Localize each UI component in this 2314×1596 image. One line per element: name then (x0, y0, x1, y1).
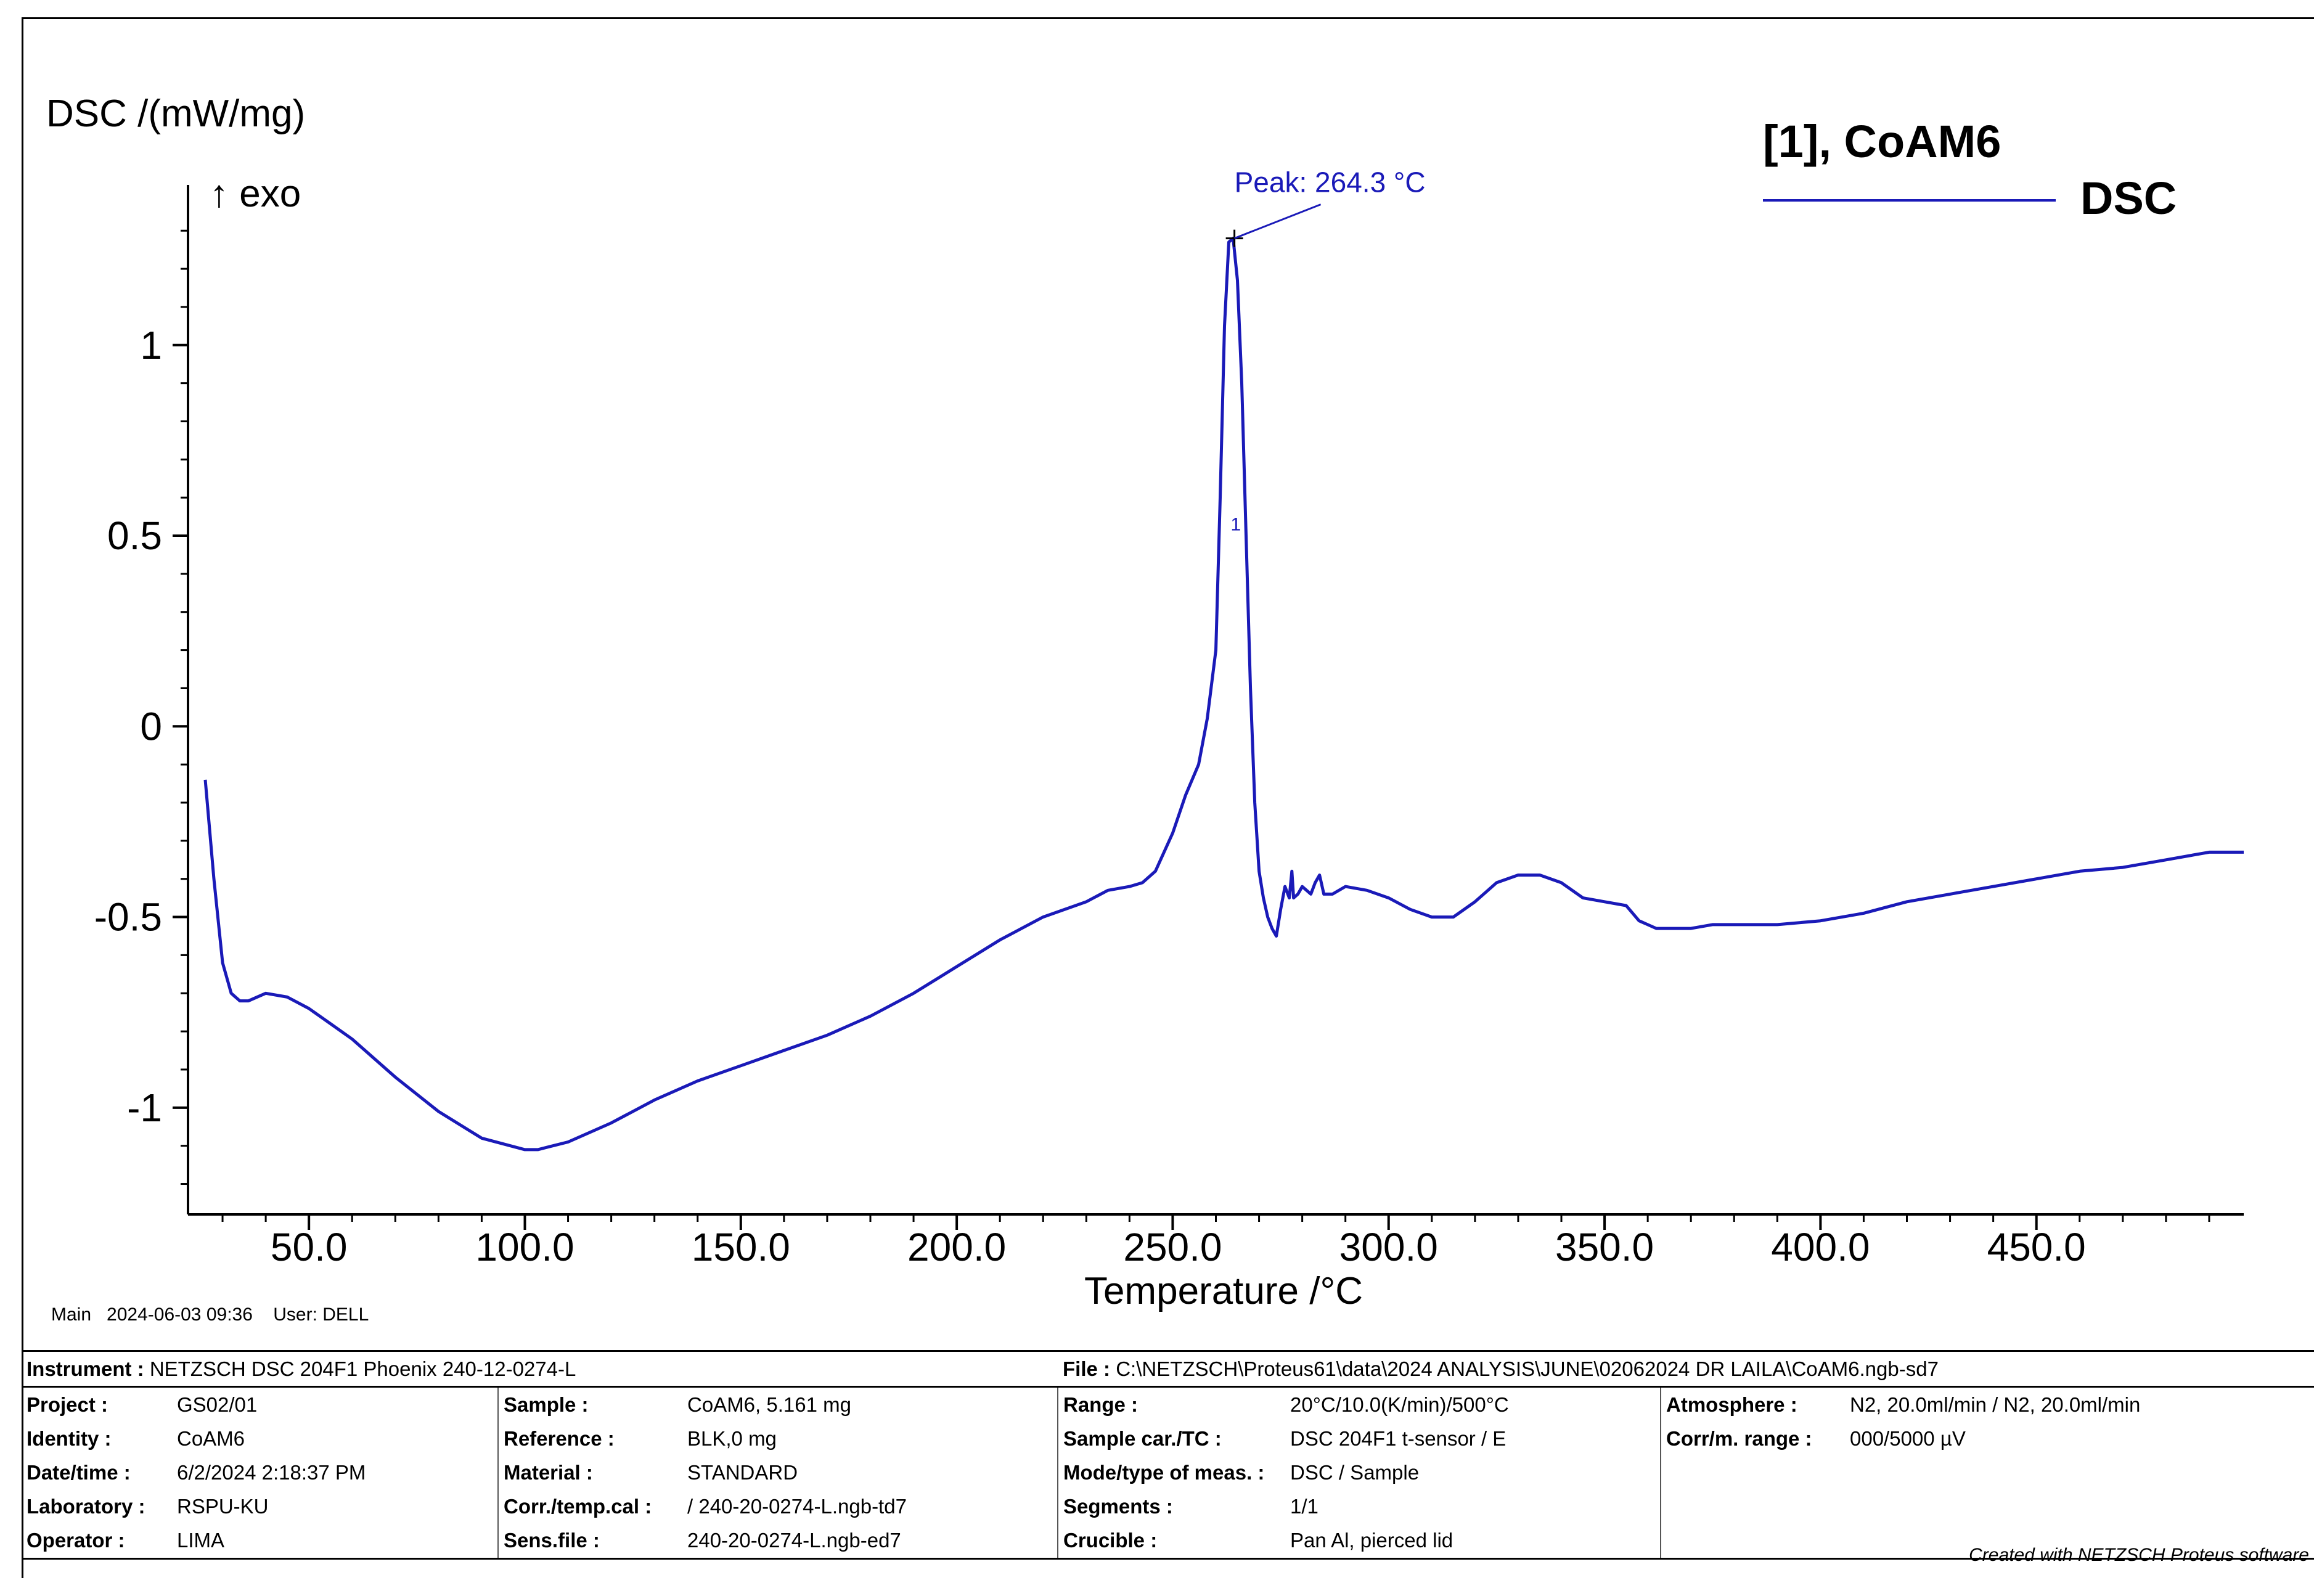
x-tick-label: 300.0 (1339, 1225, 1438, 1269)
legend-title: [1], CoAM6 (1763, 116, 2001, 167)
y-tick-label: -1 (127, 1086, 162, 1130)
info-key: Crucible : (1057, 1523, 1285, 1560)
instrument-cell: Instrument : NETZSCH DSC 204F1 Phoenix 2… (22, 1349, 1058, 1388)
info-key: Material : (497, 1455, 682, 1490)
info-key: Mode/type of meas. : (1057, 1455, 1285, 1490)
info-key: Date/time : (27, 1461, 131, 1484)
y-tick-label: 0.5 (107, 514, 162, 558)
y-tick-label: -0.5 (94, 895, 162, 939)
info-value: LIMA (172, 1523, 498, 1560)
info-value: BLK,0 mg (687, 1427, 777, 1451)
info-key: Reference : (497, 1422, 682, 1456)
info-value: GS02/01 (177, 1393, 258, 1416)
y-axis-label: DSC /(mW/mg) (46, 92, 305, 135)
peak-leader-line (1234, 203, 1322, 239)
dsc-chart: DSC /(mW/mg) ↑ exo Temperature /°C 1 0.5 0… (46, 92, 2244, 1312)
info-value: 1/1 (1290, 1495, 1318, 1518)
x-tick-label: 400.0 (1771, 1225, 1870, 1269)
x-tick-label: 150.0 (692, 1225, 790, 1269)
info-row: Laboratory : RSPU-KU Corr./temp.cal : / … (22, 1489, 2314, 1524)
x-tick-label: 350.0 (1555, 1225, 1654, 1269)
run-meta: Main 2024-06-03 09:36 User: DELL (51, 1304, 369, 1325)
info-row: Identity : CoAM6 Reference : BLK,0 mg Sa… (22, 1422, 2314, 1456)
file-key: File : (1063, 1357, 1111, 1380)
x-tick-label: 200.0 (907, 1225, 1006, 1269)
dsc-series-line (203, 237, 2244, 1152)
x-tick-label: 450.0 (1987, 1225, 2086, 1269)
x-tick-label: 50.0 (271, 1225, 348, 1269)
y-tick-label: 0 (140, 704, 162, 748)
info-value: DSC 204F1 t-sensor / E (1290, 1427, 1507, 1451)
x-tick-label: 100.0 (475, 1225, 574, 1269)
file-value: C:\NETZSCH\Proteus61\data\2024 ANALYSIS\… (1116, 1357, 1939, 1380)
info-value: / 240-20-0274-L.ngb-td7 (687, 1495, 907, 1518)
info-key: Sample car./TC : (1057, 1422, 1285, 1456)
instrument-key: Instrument : (27, 1357, 144, 1380)
info-value: Pan Al, pierced lid (1285, 1523, 1661, 1560)
info-value (1845, 1523, 2314, 1560)
y-tick-label: 1 (140, 323, 162, 367)
info-value: STANDARD (687, 1461, 798, 1484)
exo-indicator: ↑ exo (210, 173, 301, 215)
software-credit: Created with NETZSCH Proteus software (1969, 1545, 2309, 1565)
legend-series-label: DSC (2080, 173, 2177, 224)
info-key: Sens.file : (497, 1523, 682, 1560)
plot-frame (22, 17, 2314, 1578)
info-value: DSC / Sample (1290, 1461, 1420, 1484)
info-key: Operator : (22, 1523, 172, 1560)
info-value (1845, 1490, 2314, 1524)
info-value (1845, 1456, 2314, 1490)
info-row: Project : GS02/01 Sample : CoAM6, 5.161 … (22, 1386, 2314, 1422)
curve-marker-label: 1 (1231, 514, 1241, 534)
info-key: Identity : (27, 1427, 112, 1451)
info-value: 20°C/10.0(K/min)/500°C (1290, 1393, 1509, 1416)
info-key (1660, 1489, 1845, 1524)
info-key (1660, 1523, 1845, 1560)
file-cell: File : C:\NETZSCH\Proteus61\data\2024 AN… (1058, 1349, 2314, 1388)
info-key: Corr/m. range : (1660, 1422, 1845, 1456)
info-value: RSPU-KU (177, 1495, 269, 1518)
x-axis-label: Temperature /°C (1084, 1270, 1363, 1312)
x-tick-label: 250.0 (1123, 1225, 1222, 1269)
info-value: N2, 20.0ml/min / N2, 20.0ml/min (1850, 1393, 2141, 1416)
info-value: 240-20-0274-L.ngb-ed7 (682, 1523, 1058, 1560)
measurement-info-table: Instrument : NETZSCH DSC 204F1 Phoenix 2… (22, 1349, 2314, 1560)
info-value: CoAM6, 5.161 mg (687, 1393, 851, 1416)
info-value: 6/2/2024 2:18:37 PM (177, 1461, 366, 1484)
info-key (1660, 1455, 1845, 1490)
info-row: Date/time : 6/2/2024 2:18:37 PM Material… (22, 1455, 2314, 1490)
peak-label: Peak: 264.3 °C (1235, 166, 1426, 198)
info-key: Sample : (497, 1386, 682, 1422)
info-row: Operator : LIMA Sens.file : 240-20-0274-… (22, 1523, 2314, 1560)
info-key: Project : (27, 1393, 108, 1416)
info-value: CoAM6 (177, 1427, 245, 1451)
info-key: Laboratory : (27, 1495, 145, 1518)
info-key: Atmosphere : (1660, 1386, 1845, 1422)
info-value: 000/5000 µV (1850, 1427, 1966, 1451)
info-key: Corr./temp.cal : (497, 1489, 682, 1524)
instrument-value: NETZSCH DSC 204F1 Phoenix 240-12-0274-L (149, 1357, 576, 1380)
info-key: Segments : (1057, 1489, 1285, 1524)
info-key: Range : (1057, 1386, 1285, 1422)
